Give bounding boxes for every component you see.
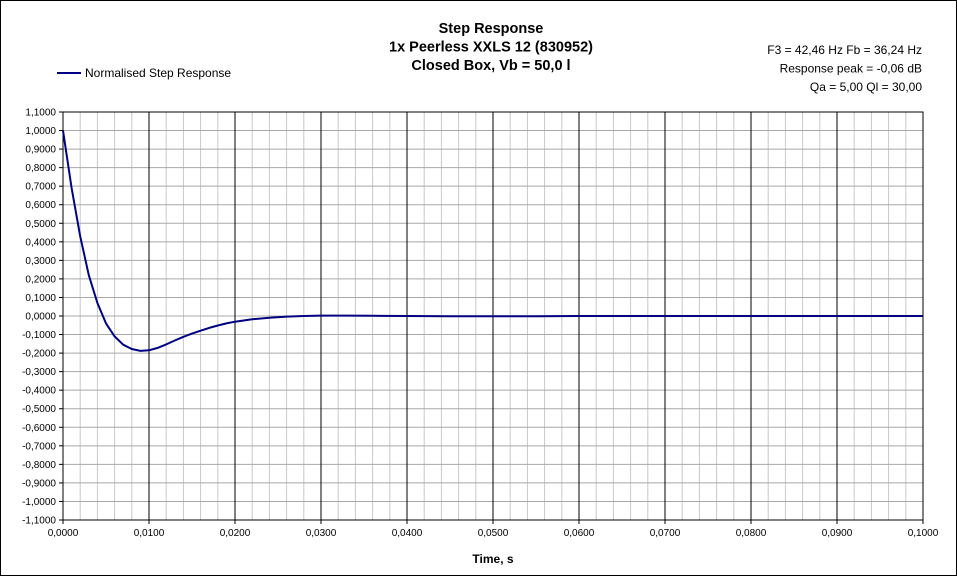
x-tick-label: 0,0000 <box>48 528 79 539</box>
y-tick-label: 0,2000 <box>25 274 56 285</box>
y-tick-label: -0,6000 <box>22 423 56 434</box>
y-tick-label: -0,8000 <box>22 460 56 471</box>
y-tick-label: 1,1000 <box>25 108 56 119</box>
y-tick-label: -0,7000 <box>22 441 56 452</box>
info-text-line: Response peak = -0,06 dB <box>780 62 922 76</box>
x-tick-label: 0,0300 <box>306 528 337 539</box>
chart-title-line: Closed Box, Vb = 50,0 l <box>411 58 570 74</box>
x-axis-title: Time, s <box>472 552 513 566</box>
y-tick-label: 0,0000 <box>25 312 56 323</box>
y-tick-label: 0,7000 <box>25 182 56 193</box>
x-tick-label: 0,0800 <box>736 528 767 539</box>
y-tick-label: -1,1000 <box>22 516 56 527</box>
y-tick-label: -0,4000 <box>22 386 56 397</box>
y-tick-label: 1,0000 <box>25 126 56 137</box>
y-tick-label: 0,3000 <box>25 256 56 267</box>
y-tick-label: 0,9000 <box>25 145 56 156</box>
y-tick-label: -0,5000 <box>22 404 56 415</box>
y-tick-label: -0,3000 <box>22 367 56 378</box>
y-tick-label: 0,5000 <box>25 219 56 230</box>
legend-label: Normalised Step Response <box>85 66 231 80</box>
x-tick-label: 0,0500 <box>478 528 509 539</box>
y-tick-label: 0,6000 <box>25 200 56 211</box>
x-tick-label: 0,0400 <box>392 528 423 539</box>
y-tick-label: 0,8000 <box>25 163 56 174</box>
x-tick-label: 0,0100 <box>134 528 165 539</box>
info-text-line: Qa = 5,00 Ql = 30,00 <box>810 80 922 94</box>
y-tick-label: -1,0000 <box>22 497 56 508</box>
x-tick-label: 0,0200 <box>220 528 251 539</box>
y-tick-label: 0,4000 <box>25 237 56 248</box>
x-tick-label: 0,1000 <box>908 528 939 539</box>
text-layer: 0,0000 0,0100 0,0200 0,0300 0,0400 0,0500 0,06… <box>22 21 939 566</box>
series-layer <box>62 130 923 352</box>
y-tick-label: -0,9000 <box>22 478 56 489</box>
x-tick-label: 0,0600 <box>564 528 595 539</box>
y-tick-label: -0,2000 <box>22 349 56 360</box>
grid <box>59 111 924 524</box>
chart-title-line: Step Response <box>439 21 544 37</box>
x-tick-label: 0,0900 <box>822 528 853 539</box>
chart-title-line: 1x Peerless XXLS 12 (830952) <box>389 40 593 56</box>
series-line <box>62 130 923 352</box>
y-tick-label: 0,1000 <box>25 293 56 304</box>
info-text-line: F3 = 42,46 Hz Fb = 36,24 Hz <box>767 43 922 57</box>
x-tick-label: 0,0700 <box>650 528 681 539</box>
y-tick-label: -0,1000 <box>22 330 56 341</box>
